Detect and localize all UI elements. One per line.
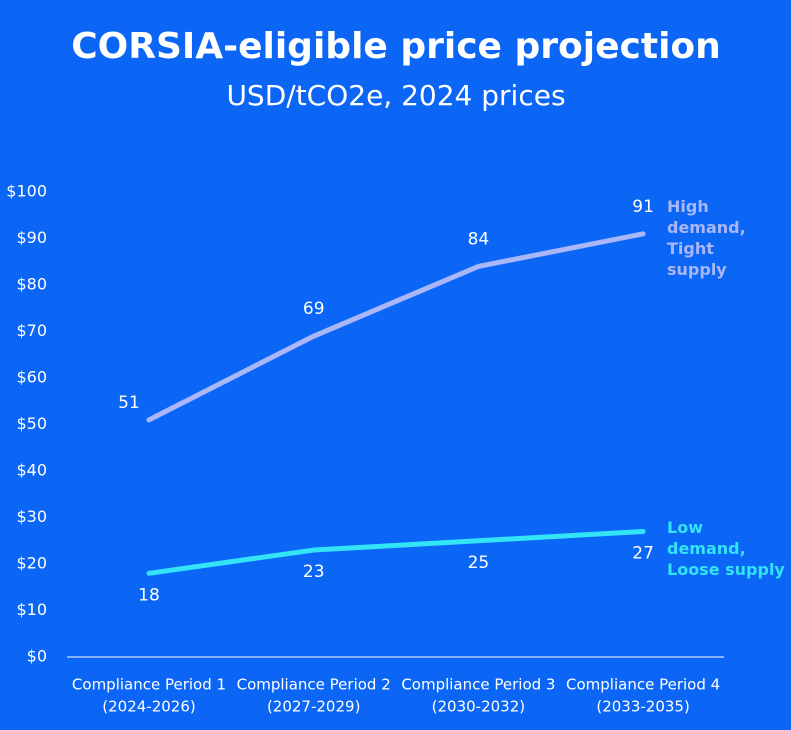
y-tick-label: $20: [16, 554, 47, 573]
x-tick-label: (2027-2029): [267, 698, 360, 716]
x-tick-label: Compliance Period 2: [237, 676, 391, 694]
y-tick-label: $70: [16, 321, 47, 340]
y-tick-label: $30: [16, 507, 47, 526]
chart-subtitle: USD/tCO2e, 2024 prices: [226, 79, 565, 112]
y-tick-label: $60: [16, 368, 47, 387]
value-label: 25: [468, 553, 490, 573]
value-label: 18: [138, 585, 160, 605]
y-tick-label: $100: [6, 182, 47, 201]
series-label: High demand, Tight supply: [667, 197, 746, 279]
value-label: 27: [632, 543, 654, 563]
y-tick-label: $50: [16, 414, 47, 433]
value-label: 69: [303, 299, 325, 319]
series-label: Low demand, Loose supply: [667, 518, 785, 579]
y-tick-label: $90: [16, 228, 47, 247]
x-tick-label: (2030-2032): [432, 698, 525, 716]
y-tick-label: $0: [27, 647, 47, 666]
y-tick-label: $10: [16, 600, 47, 619]
value-label: 23: [303, 562, 325, 582]
y-tick-label: $80: [16, 275, 47, 294]
x-tick-label: Compliance Period 4: [566, 676, 720, 694]
x-tick-label: (2033-2035): [596, 698, 689, 716]
value-label: 91: [632, 197, 654, 217]
x-tick-label: Compliance Period 1: [72, 676, 226, 694]
y-tick-label: $40: [16, 461, 47, 480]
x-tick-label: Compliance Period 3: [401, 676, 555, 694]
series-line: [146, 231, 646, 423]
series-line: [146, 528, 646, 576]
chart-title: CORSIA-eligible price projection: [71, 26, 721, 67]
value-label: 51: [118, 393, 140, 413]
x-tick-label: (2024-2026): [102, 698, 195, 716]
value-label: 84: [468, 229, 490, 249]
